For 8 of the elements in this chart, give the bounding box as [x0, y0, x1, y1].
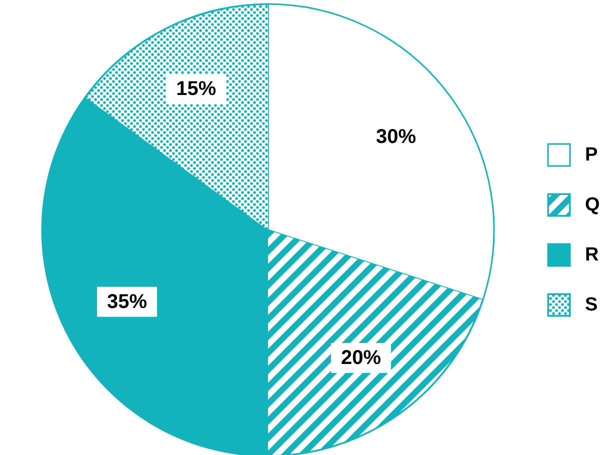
- legend-label: S: [585, 294, 598, 316]
- legend-label: P: [585, 144, 598, 166]
- data-label: 15%: [176, 78, 216, 100]
- legend-label: Q: [585, 194, 600, 216]
- data-label: 35%: [107, 290, 148, 313]
- data-label: 20%: [340, 346, 382, 369]
- data-label: 30%: [376, 126, 416, 148]
- legend-label: R: [585, 244, 599, 266]
